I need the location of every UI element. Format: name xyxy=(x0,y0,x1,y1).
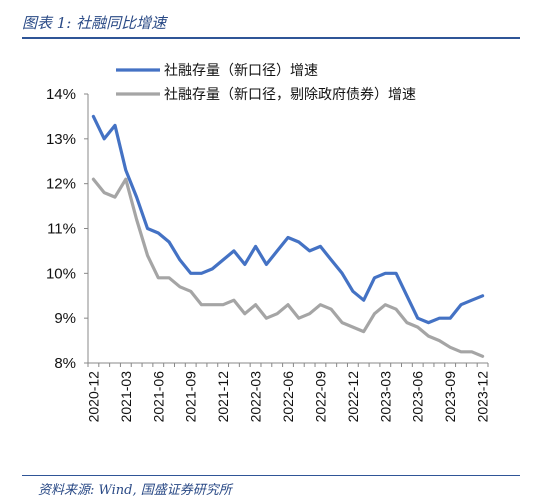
y-tick-label: 14% xyxy=(46,86,76,103)
series-lines xyxy=(91,114,485,358)
y-axis-ticks: 8% 9% 10% 11% 12% 13% 14% xyxy=(46,86,88,372)
top-divider xyxy=(22,37,520,39)
x-tick-label: 2022-03 xyxy=(248,371,264,423)
x-tick-label: 2023-06 xyxy=(410,371,426,423)
series-line xyxy=(91,114,485,325)
source-note: 资料来源: Wind, 国盛证券研究所 xyxy=(38,483,232,498)
x-tick-label: 2022-12 xyxy=(345,371,361,423)
y-tick-label: 13% xyxy=(46,131,76,148)
x-tick-label: 2021-03 xyxy=(118,371,134,423)
x-tick-label: 2021-09 xyxy=(183,371,199,423)
figure-title: 图表 1: 社融同比增速 xyxy=(22,14,167,32)
legend-label: 社融存量（新口径）增速 xyxy=(164,63,318,79)
x-tick-label: 2022-09 xyxy=(312,371,328,423)
y-tick-label: 9% xyxy=(54,310,76,327)
series-line xyxy=(91,177,485,358)
y-tick-label: 12% xyxy=(46,176,76,193)
x-tick-label: 2023-12 xyxy=(475,371,491,423)
x-tick-label: 2023-09 xyxy=(442,371,458,423)
x-tick-label: 2020-12 xyxy=(85,371,101,423)
y-tick-label: 10% xyxy=(46,265,76,282)
x-tick-label: 2021-12 xyxy=(215,371,231,423)
x-tick-label: 2022-06 xyxy=(280,371,296,423)
x-tick-label: 2021-06 xyxy=(150,371,166,423)
x-tick-label: 2023-03 xyxy=(377,371,393,423)
bottom-divider xyxy=(22,475,520,476)
y-tick-label: 11% xyxy=(47,221,76,238)
legend-label: 社融存量（新口径，剔除政府债券）增速 xyxy=(164,87,416,103)
y-tick-label: 8% xyxy=(54,355,76,372)
x-axis-ticks: 2020-12 2021-03 2021-06 2021-09 2021-12 2022-… xyxy=(85,363,491,423)
